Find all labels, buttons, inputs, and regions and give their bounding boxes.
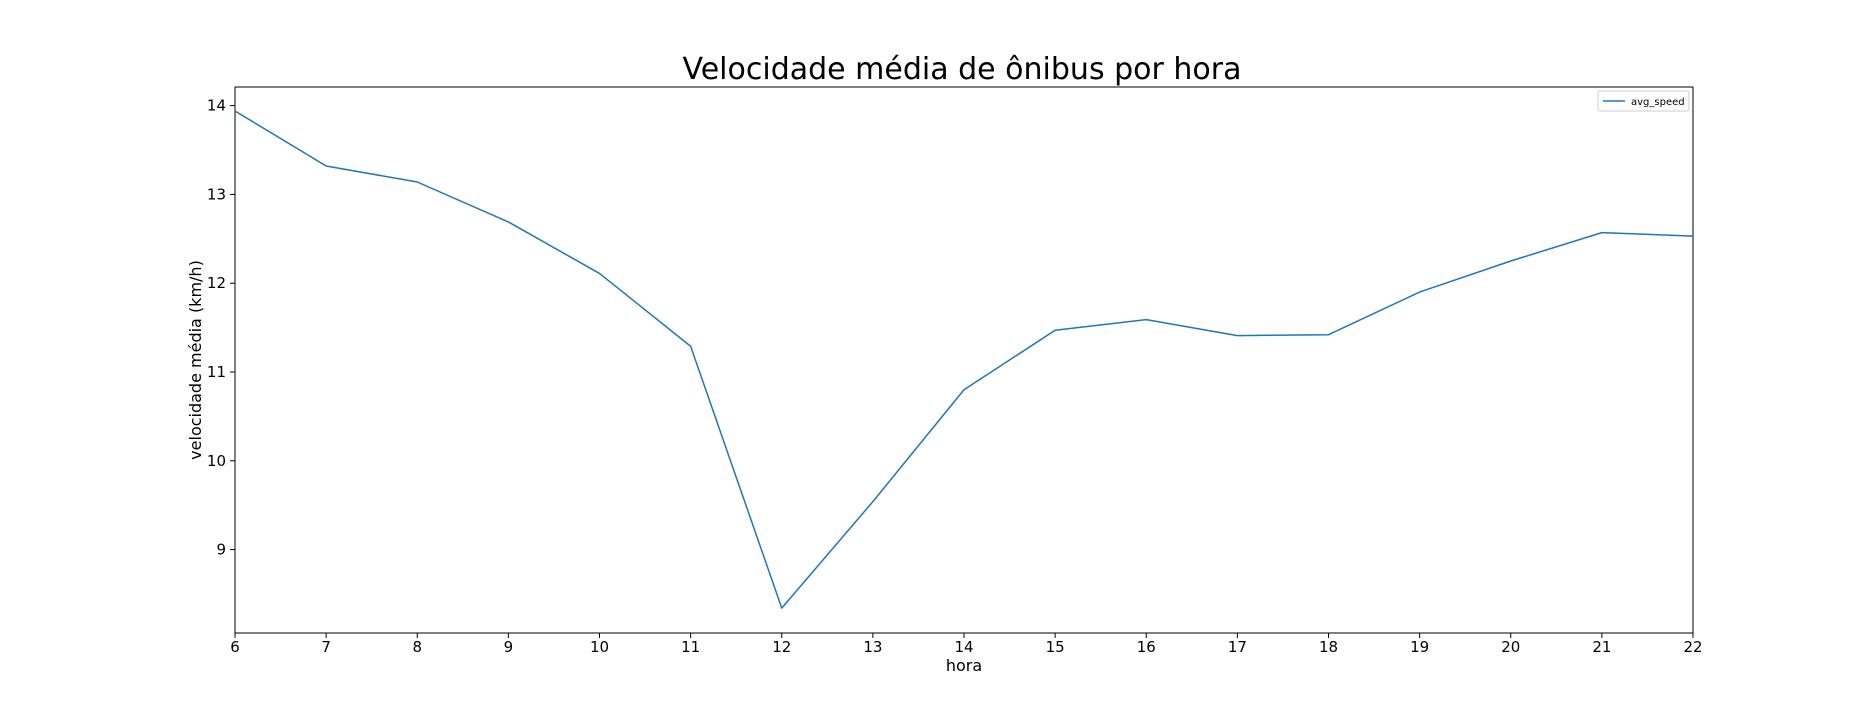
x-tick-label: 21 — [1592, 638, 1611, 656]
plot-area: 9 10 11 12 13 14 6 7 8 9 10 11 12 13 14 15 16 17 18 19 20 21… — [207, 86, 1703, 656]
x-tick-label: 8 — [412, 638, 422, 656]
y-tick-label: 11 — [207, 363, 226, 381]
x-tick-label: 18 — [1319, 638, 1338, 656]
x-axis: 6 7 8 9 10 11 12 13 14 15 16 17 18 19 20 21 22 — [230, 633, 1703, 656]
x-tick-label: 9 — [504, 638, 514, 656]
x-tick-label: 19 — [1410, 638, 1429, 656]
x-tick-label: 16 — [1137, 638, 1156, 656]
x-tick-label: 17 — [1228, 638, 1247, 656]
x-tick-label: 12 — [772, 638, 791, 656]
legend-box — [1597, 90, 1690, 112]
y-tick-label: 10 — [207, 452, 226, 470]
y-tick-label: 13 — [207, 185, 226, 203]
y-tick-label: 9 — [216, 541, 226, 559]
x-tick-label: 14 — [954, 638, 973, 656]
legend-label-avg_speed: avg_speed — [1631, 97, 1685, 108]
y-axis: 9 10 11 12 13 14 — [207, 97, 235, 559]
x-tick-label: 11 — [681, 638, 700, 656]
x-tick-label: 20 — [1501, 638, 1520, 656]
series-line-avg_speed — [234, 110, 1694, 609]
legend: avg_speed — [1597, 90, 1690, 112]
x-tick-label: 6 — [230, 638, 240, 656]
x-tick-label: 7 — [321, 638, 331, 656]
x-axis-label: hora — [946, 656, 982, 675]
chart-title: Velocidade média de ônibus por hora — [683, 52, 1242, 87]
x-tick-label: 15 — [1046, 638, 1065, 656]
series-layer — [234, 110, 1694, 609]
y-tick-label: 14 — [207, 97, 226, 115]
x-tick-label: 13 — [863, 638, 882, 656]
x-tick-label: 22 — [1683, 638, 1702, 656]
x-tick-label: 10 — [590, 638, 609, 656]
plot-frame — [234, 86, 1694, 634]
y-tick-label: 12 — [207, 274, 226, 292]
y-axis-label: velocidade média (km/h) — [186, 260, 205, 460]
